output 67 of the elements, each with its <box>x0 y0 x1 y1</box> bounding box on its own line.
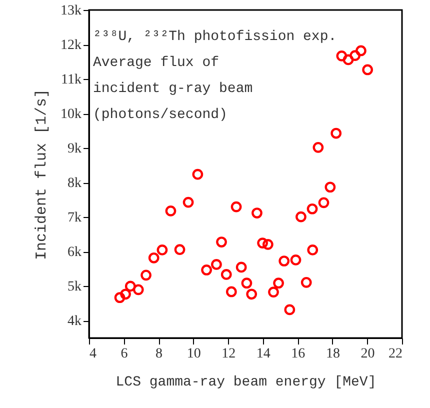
y-tick-label: 6k <box>68 245 82 260</box>
point <box>165 206 176 216</box>
point <box>268 286 279 298</box>
point <box>174 244 186 256</box>
point <box>342 54 354 66</box>
point <box>156 244 168 256</box>
point <box>241 278 252 289</box>
point <box>201 264 212 276</box>
y-tick-label: 9k <box>68 142 82 157</box>
point <box>132 284 144 296</box>
point <box>216 236 227 248</box>
y-tick-label: 8k <box>68 176 82 192</box>
point <box>114 292 126 304</box>
x-tick-label: 18 <box>326 346 340 362</box>
annotation: ²³⁸U, ²³²Th photofission exp. <box>93 29 337 45</box>
y-tick-label: 10k <box>60 107 82 122</box>
point <box>262 239 274 250</box>
point <box>362 64 373 76</box>
point <box>246 288 258 300</box>
point <box>318 197 330 208</box>
point <box>226 286 237 298</box>
y-tick-label: 4k <box>68 314 82 330</box>
point <box>192 168 204 180</box>
point <box>211 259 222 270</box>
point <box>307 244 318 256</box>
point <box>324 182 336 193</box>
x-tick-label: 20 <box>360 346 375 362</box>
point <box>350 50 360 61</box>
y-tick-label: 11k <box>61 72 82 88</box>
point <box>284 304 296 316</box>
point <box>124 280 136 292</box>
x-tick-label: 8 <box>156 346 163 362</box>
x-tick-label: 6 <box>120 346 128 362</box>
point <box>290 254 302 266</box>
point <box>296 211 306 222</box>
point <box>356 45 366 56</box>
point <box>330 128 342 139</box>
x-axis-title: LCS gamma-ray beam energy [MeV] <box>116 374 376 390</box>
point <box>230 201 242 212</box>
point <box>120 288 131 300</box>
point <box>336 50 348 62</box>
point <box>257 238 268 248</box>
annotation: (photons/second) <box>93 107 228 123</box>
x-tick-label: 10 <box>186 346 201 362</box>
point <box>148 252 160 264</box>
x-tick-label: 22 <box>388 346 402 362</box>
y-tick-label: 12k <box>60 38 82 54</box>
annotation: incident g-ray beam <box>93 81 253 97</box>
x-tick-label: 16 <box>291 346 306 362</box>
point <box>312 142 324 153</box>
point <box>278 256 290 266</box>
point <box>306 203 318 214</box>
y-tick-label: 5k <box>68 280 82 295</box>
y-tick-label: 7k <box>68 210 82 226</box>
point <box>140 270 152 281</box>
point <box>182 196 194 208</box>
y-tick-label: 13k <box>60 4 82 18</box>
point <box>273 278 284 289</box>
point <box>236 262 247 273</box>
y-axis-title: Incident flux [1/s] <box>34 88 50 260</box>
x-tick-label: 12 <box>222 346 236 362</box>
annotation: Average flux of <box>93 55 220 71</box>
point <box>300 276 312 288</box>
x-tick-label: 14 <box>256 346 270 362</box>
point <box>220 269 232 280</box>
point <box>252 208 262 218</box>
x-tick-label: 4 <box>90 346 96 362</box>
